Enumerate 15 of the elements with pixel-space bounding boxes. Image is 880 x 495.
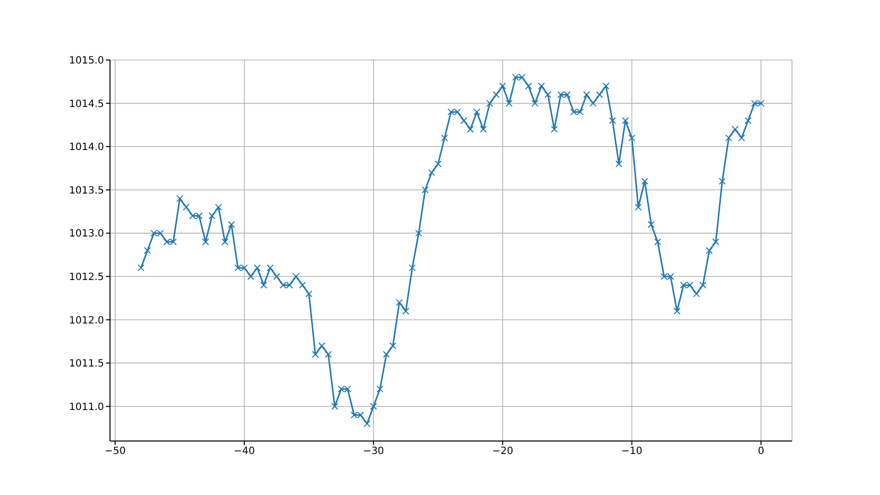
y-tick-label: 1012.5 [69,272,104,284]
y-tick-label: 1013.0 [69,228,104,240]
y-tick-label: 1013.5 [69,185,104,196]
x-tick-label: −50 [104,446,126,458]
y-tick-label: 1011.0 [69,402,104,413]
x-tick-label: −30 [362,446,384,458]
y-tick-label: 1014.5 [69,98,104,110]
x-tick-label: −10 [621,446,642,458]
x-tick-label: −40 [234,446,255,458]
y-tick-label: 1015.0 [69,56,104,67]
x-tick-label: 0 [758,446,764,458]
x-tick-label: −20 [492,446,514,458]
y-tick-label: 1011.5 [69,358,104,370]
y-tick-label: 1012.0 [69,315,104,326]
y-tick-label: 1014.0 [69,142,104,154]
